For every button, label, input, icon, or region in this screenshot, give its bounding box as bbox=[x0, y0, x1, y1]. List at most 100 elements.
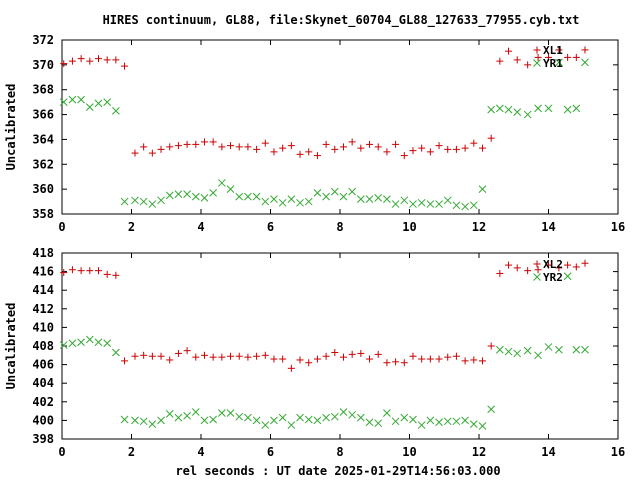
data-point bbox=[452, 201, 461, 210]
data-point bbox=[252, 192, 261, 201]
data-point bbox=[524, 61, 532, 69]
data-point bbox=[278, 413, 287, 422]
data-point bbox=[478, 357, 486, 365]
data-point bbox=[513, 264, 521, 272]
data-point bbox=[563, 105, 572, 114]
data-point bbox=[148, 149, 156, 157]
data-point bbox=[140, 143, 148, 151]
data-point bbox=[244, 192, 252, 201]
data-point bbox=[112, 348, 120, 357]
data-point bbox=[496, 269, 504, 277]
x-tick-label: 6 bbox=[267, 220, 274, 234]
data-point bbox=[339, 143, 347, 151]
data-point bbox=[287, 142, 295, 150]
data-point bbox=[417, 421, 426, 429]
data-point bbox=[287, 195, 296, 203]
data-point bbox=[296, 198, 304, 207]
data-point bbox=[85, 103, 94, 111]
y-tick-label: 408 bbox=[32, 339, 54, 353]
data-point bbox=[226, 409, 235, 417]
data-point bbox=[322, 140, 330, 148]
data-point bbox=[461, 416, 469, 425]
legend-label: YR1 bbox=[543, 57, 563, 70]
data-point bbox=[200, 138, 208, 146]
data-point bbox=[253, 145, 261, 153]
data-point bbox=[505, 47, 513, 55]
data-point bbox=[304, 197, 313, 206]
data-point bbox=[504, 347, 513, 356]
data-point bbox=[470, 139, 478, 147]
data-point bbox=[572, 104, 581, 113]
data-point bbox=[227, 142, 235, 150]
data-point bbox=[426, 355, 434, 363]
y-tick-label: 410 bbox=[32, 320, 54, 334]
data-point bbox=[165, 410, 174, 418]
x-tick-label: 10 bbox=[402, 220, 416, 234]
x-tick-label: 0 bbox=[58, 445, 65, 459]
data-point bbox=[217, 179, 226, 187]
data-point bbox=[261, 139, 269, 147]
data-point bbox=[331, 145, 339, 153]
data-point bbox=[120, 415, 129, 424]
y-tick-label: 416 bbox=[32, 265, 54, 279]
data-point bbox=[452, 352, 460, 360]
data-point bbox=[348, 138, 356, 146]
data-point bbox=[183, 411, 191, 420]
x-tick-label: 2 bbox=[128, 220, 135, 234]
y-tick-label: 368 bbox=[32, 83, 54, 97]
data-point bbox=[356, 195, 365, 203]
data-point bbox=[68, 57, 76, 65]
y-tick-label: 366 bbox=[32, 108, 54, 122]
data-point bbox=[391, 200, 400, 208]
data-point bbox=[85, 335, 94, 344]
data-point bbox=[200, 416, 209, 425]
data-point bbox=[235, 192, 244, 201]
legend-marker bbox=[533, 59, 541, 67]
data-point bbox=[409, 147, 417, 155]
data-point bbox=[418, 355, 426, 363]
data-point bbox=[77, 55, 85, 63]
data-point bbox=[270, 195, 278, 203]
data-point bbox=[435, 142, 443, 150]
data-point bbox=[487, 134, 495, 142]
data-point bbox=[452, 145, 460, 153]
data-point bbox=[313, 416, 322, 425]
data-point bbox=[357, 144, 365, 152]
data-point bbox=[174, 190, 183, 198]
data-point bbox=[209, 353, 217, 361]
data-point bbox=[103, 270, 111, 278]
data-point bbox=[139, 417, 148, 426]
data-point bbox=[192, 353, 200, 361]
data-point bbox=[322, 352, 330, 360]
data-point bbox=[226, 185, 235, 193]
data-point bbox=[313, 355, 321, 363]
data-point bbox=[513, 108, 522, 116]
x-tick-label: 10 bbox=[402, 445, 416, 459]
data-point bbox=[478, 422, 487, 430]
data-point bbox=[426, 200, 435, 208]
data-point bbox=[166, 143, 174, 151]
x-tick-label: 0 bbox=[58, 220, 65, 234]
data-point bbox=[366, 140, 374, 148]
data-point bbox=[461, 202, 469, 211]
chart-title: HIRES continuum, GL88, file:Skynet_60704… bbox=[103, 13, 580, 28]
data-point bbox=[103, 98, 112, 106]
data-point bbox=[374, 419, 383, 428]
data-point bbox=[112, 56, 120, 64]
x-tick-label: 8 bbox=[336, 220, 343, 234]
data-point bbox=[121, 62, 129, 70]
data-point bbox=[331, 349, 339, 357]
data-point bbox=[235, 352, 243, 360]
data-point bbox=[121, 357, 129, 365]
data-point bbox=[444, 353, 452, 361]
data-point bbox=[534, 104, 542, 113]
data-point bbox=[495, 345, 504, 354]
x-tick-label: 8 bbox=[336, 445, 343, 459]
data-point bbox=[77, 95, 85, 104]
series-yr2 bbox=[59, 272, 589, 430]
y-axis-label: Uncalibrated bbox=[4, 303, 18, 390]
data-point bbox=[103, 339, 112, 348]
y-tick-label: 398 bbox=[32, 432, 54, 446]
y-tick-label: 404 bbox=[32, 376, 54, 390]
data-point bbox=[409, 200, 417, 208]
